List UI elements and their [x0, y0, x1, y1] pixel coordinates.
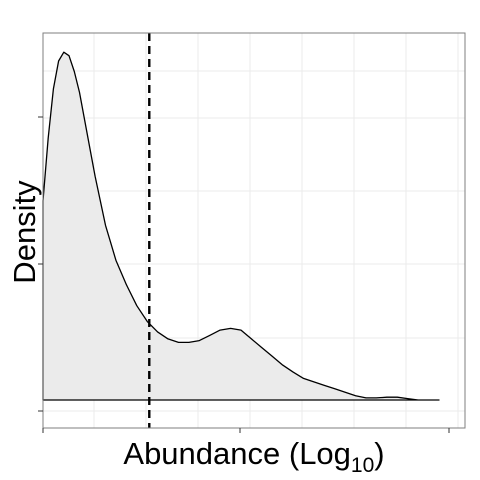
x-axis-title: Abundance (Log10): [123, 436, 384, 477]
density-line: [42, 51, 440, 401]
x-axis-title-main: Abundance (Log: [123, 436, 351, 471]
plot-panel-border: [42, 32, 466, 429]
density-series: [42, 51, 440, 401]
y-axis-title: Density: [7, 180, 42, 284]
axes: [38, 32, 466, 433]
x-axis-title-suffix: ): [374, 436, 384, 471]
x-axis-title-subscript: 10: [351, 454, 374, 477]
